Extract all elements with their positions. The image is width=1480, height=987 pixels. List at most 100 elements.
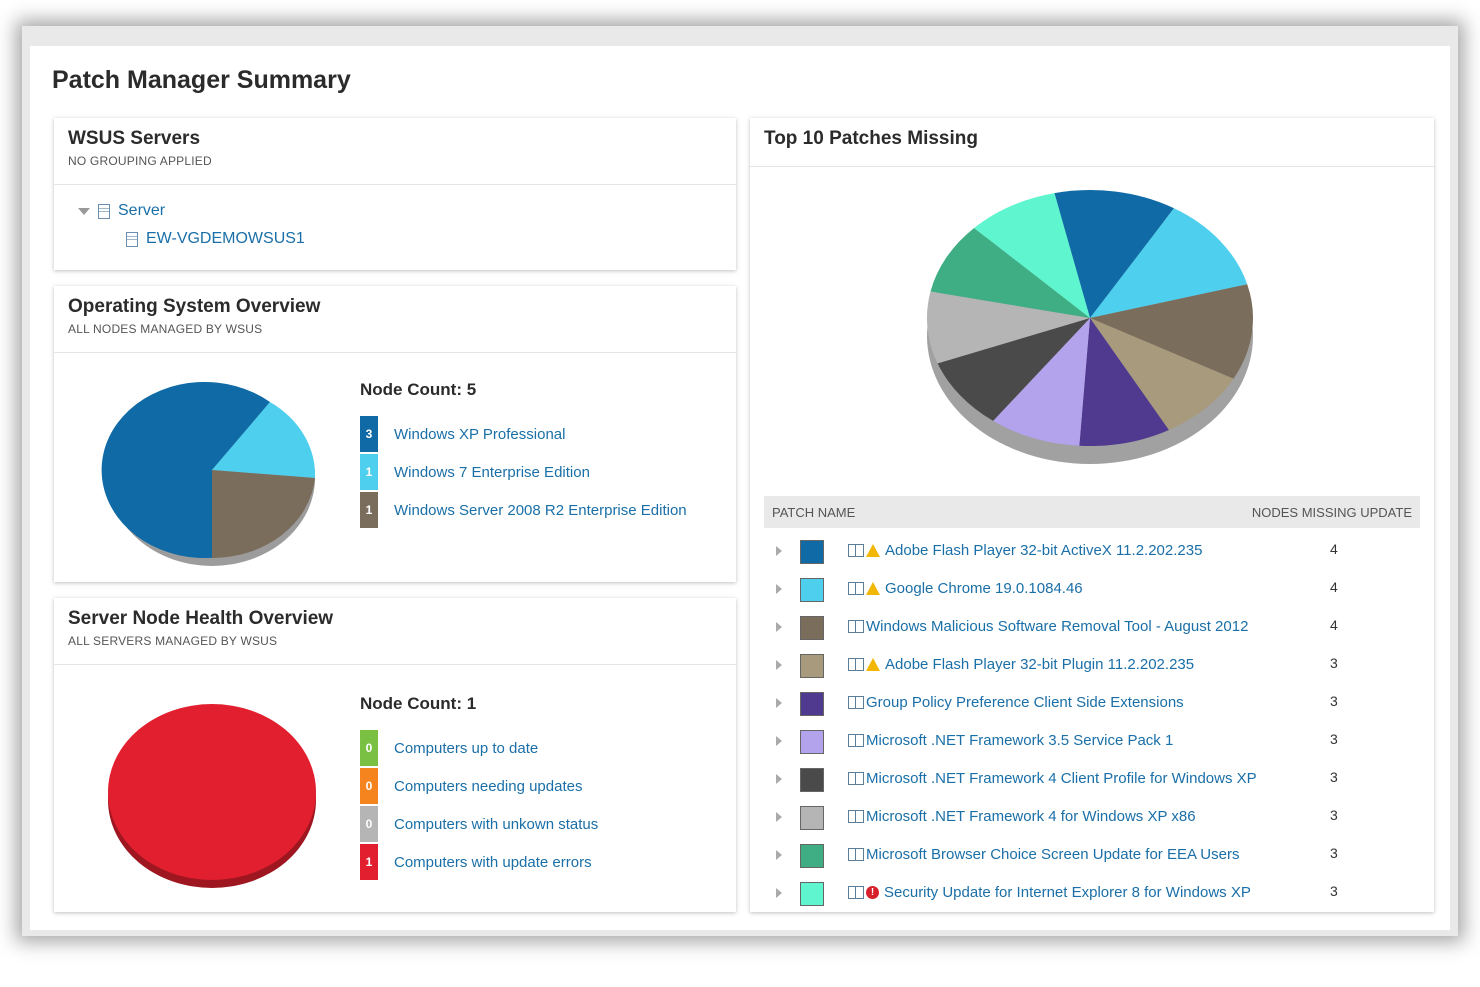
patch-color-swatch xyxy=(800,806,824,830)
table-row[interactable]: Adobe Flash Player 32-bit ActiveX 11.2.2… xyxy=(764,532,1420,570)
expand-caret-icon[interactable] xyxy=(776,812,782,822)
legend-label[interactable]: Windows 7 Enterprise Edition xyxy=(394,463,590,481)
patch-pie-slice[interactable] xyxy=(1054,190,1174,318)
tree-group-server[interactable]: Server xyxy=(78,202,165,220)
patch-pie-slice[interactable] xyxy=(930,228,1091,318)
patch-name-cell[interactable]: Google Chrome 19.0.1084.46 xyxy=(848,580,1083,597)
os-pie-slice-windows-server[interactable] xyxy=(212,470,315,559)
patch-color-swatch xyxy=(800,540,824,564)
package-icon xyxy=(848,772,864,785)
patch-name-link[interactable]: Google Chrome 19.0.1084.46 xyxy=(885,580,1083,597)
patch-pie-slice[interactable] xyxy=(926,291,1090,364)
panel-title: WSUS Servers xyxy=(68,128,201,149)
nodes-missing-count: 3 xyxy=(1330,731,1338,747)
legend-item[interactable]: 1 Windows Server 2008 R2 Enterprise Edit… xyxy=(360,492,687,528)
expand-caret-icon[interactable] xyxy=(776,546,782,556)
patch-pie-slice[interactable] xyxy=(1090,208,1248,318)
warning-icon xyxy=(866,658,880,671)
patch-name-link[interactable]: Windows Malicious Software Removal Tool … xyxy=(866,618,1249,635)
patch-name-link[interactable]: Microsoft Browser Choice Screen Update f… xyxy=(866,846,1240,863)
table-row[interactable]: Group Policy Preference Client Side Exte… xyxy=(764,684,1420,722)
patch-pie-slice[interactable] xyxy=(993,318,1090,446)
legend-label[interactable]: Computers up to date xyxy=(394,739,539,757)
patches-pie-chart[interactable] xyxy=(910,168,1270,488)
nodes-missing-count: 3 xyxy=(1330,693,1338,709)
expand-caret-icon[interactable] xyxy=(776,774,782,784)
panel-subtitle: NO GROUPING APPLIED xyxy=(68,154,212,168)
table-row[interactable]: ! Security Update for Internet Explorer 8… xyxy=(764,874,1420,912)
patch-name-cell[interactable]: Microsoft Browser Choice Screen Update f… xyxy=(848,846,1239,863)
patch-name-cell[interactable]: Microsoft .NET Framework 4 Client Profil… xyxy=(848,770,1257,787)
legend-label[interactable]: Computers needing updates xyxy=(394,777,583,795)
patch-name-link[interactable]: Microsoft .NET Framework 4 Client Profil… xyxy=(866,770,1257,787)
error-icon: ! xyxy=(866,886,879,899)
legend-count-badge: 0 xyxy=(360,806,378,842)
patch-name-cell[interactable]: Adobe Flash Player 32-bit ActiveX 11.2.2… xyxy=(848,542,1202,559)
patch-pie-slice[interactable] xyxy=(1090,318,1234,430)
page: Patch Manager Summary WSUS Servers NO GR… xyxy=(30,46,1450,930)
table-row[interactable]: Microsoft Browser Choice Screen Update f… xyxy=(764,836,1420,874)
patch-name-cell[interactable]: Microsoft .NET Framework 3.5 Service Pac… xyxy=(848,732,1173,749)
tree-item-server[interactable]: EW-VGDEMOWSUS1 xyxy=(126,230,305,248)
warning-icon xyxy=(866,544,880,557)
health-pie-chart[interactable] xyxy=(100,682,340,902)
tree-group-label[interactable]: Server xyxy=(118,202,166,219)
patch-name-link[interactable]: Microsoft .NET Framework 4 for Windows X… xyxy=(866,808,1196,825)
expand-caret-icon[interactable] xyxy=(776,888,782,898)
legend-item[interactable]: 1 Computers with update errors xyxy=(360,844,592,880)
patch-name-cell[interactable]: Group Policy Preference Client Side Exte… xyxy=(848,694,1184,711)
patch-name-cell[interactable]: Windows Malicious Software Removal Tool … xyxy=(848,618,1248,635)
patch-pie-slice[interactable] xyxy=(1079,318,1169,446)
legend-label[interactable]: Computers with update errors xyxy=(394,853,592,871)
expand-caret-icon[interactable] xyxy=(776,698,782,708)
table-row[interactable]: Microsoft .NET Framework 3.5 Service Pac… xyxy=(764,722,1420,760)
table-row[interactable]: Microsoft .NET Framework 4 Client Profil… xyxy=(764,760,1420,798)
legend-label[interactable]: Computers with unkown status xyxy=(394,815,599,833)
panel-subtitle: ALL SERVERS MANAGED BY WSUS xyxy=(68,634,278,648)
legend-item[interactable]: 0 Computers with unkown status xyxy=(360,806,598,842)
table-row[interactable]: Google Chrome 19.0.1084.46 4 xyxy=(764,570,1420,608)
patch-name-cell[interactable]: ! Security Update for Internet Explorer 8… xyxy=(848,884,1251,901)
column-header-patch-name[interactable]: PATCH NAME xyxy=(772,505,856,520)
package-icon xyxy=(848,810,864,823)
legend-item[interactable]: 3 Windows XP Professional xyxy=(360,416,565,452)
patch-name-link[interactable]: Microsoft .NET Framework 3.5 Service Pac… xyxy=(866,732,1174,749)
panel-header: WSUS Servers NO GROUPING APPLIED xyxy=(54,118,736,185)
column-header-nodes-missing[interactable]: NODES MISSING UPDATE xyxy=(1251,505,1412,520)
patch-pie-slice[interactable] xyxy=(937,318,1090,421)
patch-name-link[interactable]: Adobe Flash Player 32-bit Plugin 11.2.20… xyxy=(885,656,1195,673)
patch-name-cell[interactable]: Adobe Flash Player 32-bit Plugin 11.2.20… xyxy=(848,656,1194,673)
legend-label[interactable]: Windows Server 2008 R2 Enterprise Editio… xyxy=(394,501,687,519)
patch-name-link[interactable]: Adobe Flash Player 32-bit ActiveX 11.2.2… xyxy=(885,542,1203,559)
legend-item[interactable]: 0 Computers needing updates xyxy=(360,768,582,804)
collapse-caret-icon[interactable] xyxy=(78,207,90,215)
patch-name-cell[interactable]: Microsoft .NET Framework 4 for Windows X… xyxy=(848,808,1196,825)
nodes-missing-count: 3 xyxy=(1330,807,1338,823)
patch-color-swatch xyxy=(800,882,824,906)
os-pie-slice-windows-7[interactable] xyxy=(212,402,316,478)
server-health-panel: Server Node Health Overview ALL SERVERS … xyxy=(54,598,736,912)
legend-label[interactable]: Windows XP Professional xyxy=(394,425,566,443)
expand-caret-icon[interactable] xyxy=(776,584,782,594)
patch-name-link[interactable]: Security Update for Internet Explorer 8 … xyxy=(884,884,1251,901)
os-pie-chart[interactable] xyxy=(100,366,340,586)
expand-caret-icon[interactable] xyxy=(776,736,782,746)
expand-caret-icon[interactable] xyxy=(776,622,782,632)
patch-pie-slice[interactable] xyxy=(1090,284,1253,379)
patch-pie-slice[interactable] xyxy=(974,193,1090,318)
patch-color-swatch xyxy=(800,844,824,868)
table-row[interactable]: Windows Malicious Software Removal Tool … xyxy=(764,608,1420,646)
expand-caret-icon[interactable] xyxy=(776,660,782,670)
panel-title: Operating System Overview xyxy=(68,296,321,317)
legend-count-badge: 1 xyxy=(360,454,378,490)
server-name-link[interactable]: EW-VGDEMOWSUS1 xyxy=(146,230,305,247)
health-pie-slice-update-errors[interactable] xyxy=(108,704,316,880)
expand-caret-icon[interactable] xyxy=(776,850,782,860)
legend-item[interactable]: 0 Computers up to date xyxy=(360,730,538,766)
table-row[interactable]: Microsoft .NET Framework 4 for Windows X… xyxy=(764,798,1420,836)
legend-item[interactable]: 1 Windows 7 Enterprise Edition xyxy=(360,454,590,490)
table-row[interactable]: Adobe Flash Player 32-bit Plugin 11.2.20… xyxy=(764,646,1420,684)
package-icon xyxy=(848,658,864,671)
patch-name-link[interactable]: Group Policy Preference Client Side Exte… xyxy=(866,694,1184,711)
panel-header: Operating System Overview ALL NODES MANA… xyxy=(54,286,736,353)
